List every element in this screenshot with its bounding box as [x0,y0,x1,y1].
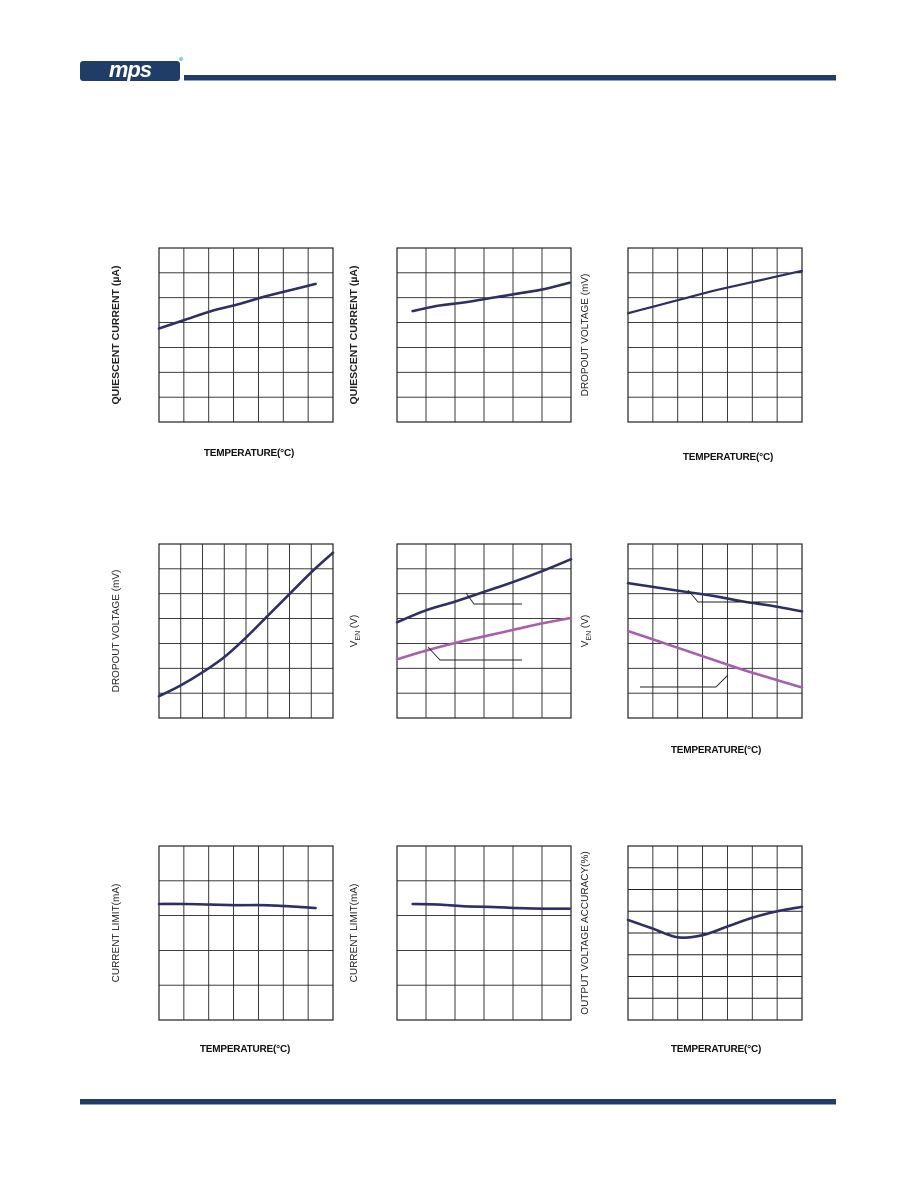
header-rule [184,75,836,81]
x-axis-label: TEMPERATURE(°C) [204,448,294,459]
y-axis-label: QUIESCENT CURRENT (µA) [348,265,360,404]
svg-text:mps: mps [109,57,152,82]
annotation-leader [427,646,522,661]
x-axis-label: TEMPERATURE(°C) [671,745,761,756]
mps-logo: mps [80,57,183,82]
y-axis-label: DROPOUT VOLTAGE (mV) [111,570,122,693]
y-axis-label: CURRENT LIMIT(mA) [111,884,122,983]
x-axis-label: TEMPERATURE(°C) [200,1044,290,1055]
annotation-leader [687,589,778,603]
y-axis-label: OUTPUT VOLTAGE ACCURACY(%) [580,851,591,1014]
x-axis-label: TEMPERATURE(°C) [671,1044,761,1055]
y-axis-label: QUIESCENT CURRENT (µA) [110,265,122,404]
series-line-1 [626,905,804,940]
plot-area [158,247,334,423]
annotation-leader [640,674,729,688]
x-axis-label: TEMPERATURE(°C) [683,452,773,463]
y-axis-label: DROPOUT VOLTAGE (mV) [580,274,591,397]
plot-area [158,845,334,1021]
footer-rule [80,1099,836,1105]
annotation-leader [465,592,522,605]
plot-area [627,543,803,719]
y-axis-label: CURRENT LIMIT(mA) [349,884,360,983]
